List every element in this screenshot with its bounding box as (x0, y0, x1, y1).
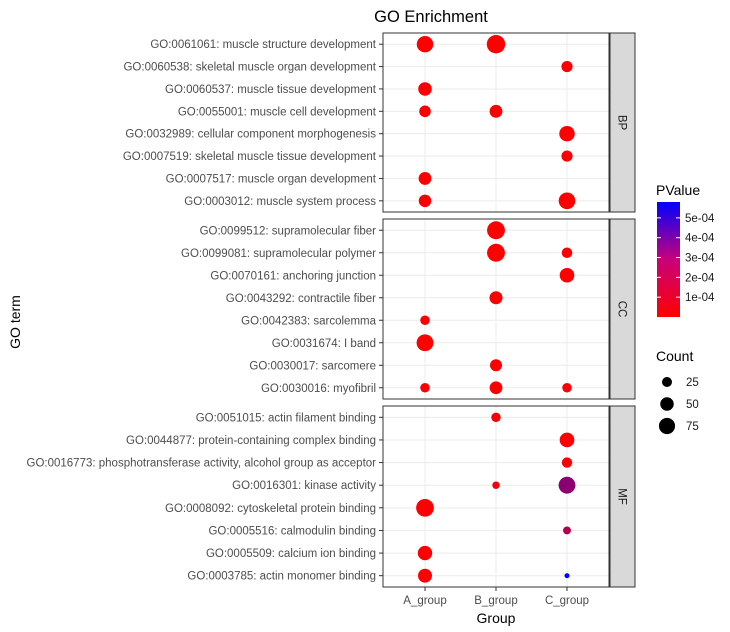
facet-strip-label: MF (616, 488, 628, 505)
x-axis-title: Group (477, 610, 516, 626)
y-tick-label: GO:0003012: muscle system process (184, 196, 376, 208)
size-legend-key (658, 417, 676, 435)
y-tick-label: GO:0005516: calmodulin binding (208, 525, 376, 537)
data-point: GO:0008092: cytoskeletal protein binding… (416, 498, 434, 517)
size-legend-key (661, 376, 673, 388)
data-point: GO:0003785: actin monomer binding | C_gr… (564, 573, 570, 579)
facet-strip (609, 218, 636, 400)
data-point: GO:0030016: myofibril | C_group | Count … (562, 383, 572, 393)
data-point: GO:0007517: muscle organ development | A… (418, 172, 432, 185)
data-point: GO:0031674: I band | A_group | Count 82 … (416, 334, 434, 352)
data-point: GO:0042383: sarcolemma | A_group | Count… (420, 315, 430, 325)
facet-strip-label: BP (616, 115, 628, 131)
data-point: GO:0016301: kinase activity | C_group | … (558, 476, 576, 494)
data-point: GO:0060538: skeletal muscle organ develo… (561, 61, 573, 73)
data-point: GO:0061061: muscle structure development… (486, 34, 506, 54)
data-point: GO:0007519: skeletal muscle tissue devel… (561, 150, 573, 162)
y-tick-label: GO:0030017: sarcomere (249, 360, 376, 372)
y-tick-label: GO:0030016: myofibril (261, 383, 376, 395)
facet-panel-bp: GO:0061061: muscle structure development… (123, 32, 636, 213)
y-tick-label: GO:0016773: phosphotransferase activity,… (27, 458, 377, 470)
y-tick-label: GO:0055001: muscle cell development (178, 106, 377, 118)
x-tick-label: B_group (474, 595, 517, 607)
facet-panels: GO:0061061: muscle structure development… (27, 32, 636, 588)
data-point: GO:0099081: supramolecular polymer | B_g… (487, 243, 505, 262)
color-legend-title: PValue (656, 182, 700, 198)
y-tick-label: GO:0044877: protein-containing complex b… (126, 435, 376, 447)
facet-strip-label: CC (616, 301, 628, 318)
data-point: GO:0003012: muscle system process | A_gr… (418, 194, 432, 208)
panel-border (382, 32, 610, 213)
data-point: GO:0055001: muscle cell development | A_… (419, 105, 431, 118)
y-tick-label: GO:0043292: contractile fiber (226, 293, 376, 305)
size-legend-label: 75 (686, 421, 699, 433)
facet-strip (609, 405, 636, 588)
y-tick-label: GO:0003785: actin monomer binding (187, 571, 376, 583)
y-tick-label: GO:0060537: muscle tissue development (165, 84, 377, 96)
data-point: GO:0005509: calcium ion binding | A_grou… (417, 545, 433, 561)
data-point: GO:0003012: muscle system process | C_gr… (558, 192, 576, 210)
y-tick-label: GO:0061061: muscle structure development (150, 39, 376, 51)
facet-strip (609, 32, 636, 213)
y-tick-label: GO:0032989: cellular component morphogen… (125, 129, 376, 141)
y-tick-label: GO:0070161: anchoring junction (210, 270, 376, 282)
y-axis-title: GO term (7, 295, 23, 349)
color-legend-label: 5e-04 (685, 213, 715, 225)
legend: PValue 1e-04 2e-04 3e-04 4e-04 5e-04 Count 25 50… (656, 182, 715, 435)
color-legend-bar (657, 202, 680, 317)
y-tick-label: GO:0008092: cytoskeletal protein binding (165, 503, 376, 515)
facet-panel-cc: GO:0099512: supramolecular fiber GO:00990… (181, 218, 636, 400)
data-point: GO:0043292: contractile fiber | B_group … (489, 291, 503, 305)
color-legend-label: 2e-04 (685, 272, 715, 284)
data-point: GO:0032989: cellular component morphogen… (559, 125, 575, 142)
size-legend-label: 50 (686, 399, 699, 411)
data-point: GO:0030017: sarcomere | B_group | Count … (490, 359, 502, 372)
color-legend-label: 3e-04 (685, 253, 715, 265)
size-legend-label: 25 (686, 377, 699, 389)
y-tick-label: GO:0099512: supramolecular fiber (200, 225, 377, 237)
y-tick-label: GO:0005509: calcium ion binding (206, 548, 376, 560)
data-point: GO:0070161: anchoring junction | C_group… (559, 267, 575, 283)
data-point: GO:0003785: actin monomer binding | A_gr… (418, 568, 432, 583)
data-point: GO:0030016: myofibril | B_group | Count … (489, 381, 503, 395)
color-legend-label: 4e-04 (685, 233, 715, 245)
chart-title: GO Enrichment (374, 8, 488, 26)
data-point: GO:0099081: supramolecular polymer | C_g… (561, 247, 573, 259)
x-axis: A_group B_group C_group (403, 587, 589, 607)
y-tick-label: GO:0007517: muscle organ development (166, 173, 377, 185)
x-tick-label: C_group (545, 595, 589, 607)
data-point: GO:0005516: calmodulin binding | C_group… (563, 526, 571, 535)
y-tick-label: GO:0051015: actin filament binding (196, 412, 376, 424)
size-legend-title: Count (656, 348, 693, 364)
data-point: GO:0061061: muscle structure development… (416, 35, 434, 53)
data-point: GO:0016773: phosphotransferase activity,… (561, 457, 573, 468)
data-point: GO:0016301: kinase activity | B_group | … (492, 481, 500, 489)
y-tick-label: GO:0099081: supramolecular polymer (181, 248, 376, 260)
panel-border (382, 218, 610, 400)
data-point: GO:0060537: muscle tissue development | … (418, 82, 432, 96)
data-point: GO:0099512: supramolecular fiber | B_gro… (487, 221, 505, 240)
size-legend-key (660, 397, 674, 411)
y-tick-label: GO:0016301: kinase activity (232, 480, 376, 492)
facet-panel-mf: GO:0051015: actin filament binding GO:004… (27, 405, 636, 588)
x-tick-label: A_group (403, 595, 446, 607)
y-tick-label: GO:0007519: skeletal muscle tissue devel… (123, 151, 377, 163)
data-point: GO:0055001: muscle cell development | B_… (489, 104, 503, 118)
color-legend-label: 1e-04 (685, 292, 715, 304)
y-tick-label: GO:0060538: skeletal muscle organ develo… (123, 62, 376, 74)
data-point: GO:0044877: protein-containing complex b… (559, 432, 575, 448)
data-point: GO:0030016: myofibril | A_group | Count … (420, 383, 430, 393)
y-tick-label: GO:0031674: I band (272, 338, 376, 350)
data-point: GO:0051015: actin filament binding | B_g… (491, 412, 501, 423)
y-tick-label: GO:0042383: sarcolemma (241, 315, 376, 327)
